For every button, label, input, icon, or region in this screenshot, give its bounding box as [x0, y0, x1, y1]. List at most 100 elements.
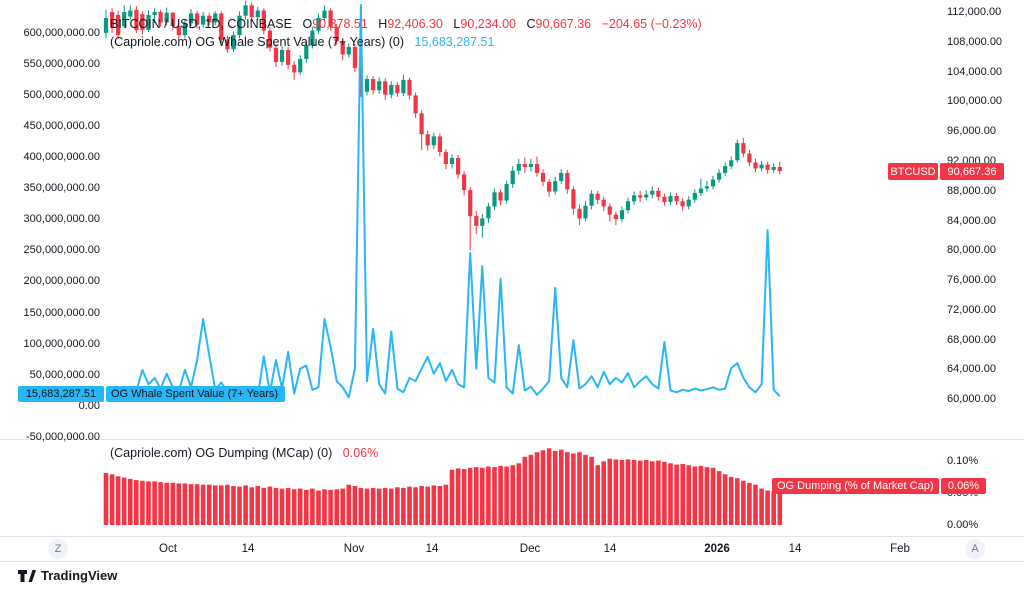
dumping-indicator-header[interactable]: (Capriole.com) OG Dumping (MCap) (0) 0.0…	[110, 446, 378, 460]
candle	[201, 15, 206, 25]
dumping-bar	[395, 487, 400, 525]
candle	[656, 190, 661, 197]
candle	[377, 81, 382, 91]
candle	[425, 134, 430, 146]
dumping-bar	[467, 467, 473, 525]
dumping-bar	[443, 484, 449, 525]
open-value: 90,878.51	[312, 17, 368, 31]
auto-scale-button[interactable]: A	[965, 539, 985, 559]
dumping-bar	[741, 480, 746, 525]
dumping-bar	[401, 487, 406, 525]
time-axis-label: Dec	[519, 543, 541, 555]
whale-series-label-badge[interactable]: OG Whale Spent Value (7+ Years)	[106, 386, 285, 402]
candle	[195, 13, 200, 25]
dumping-bar	[698, 465, 704, 525]
whale-indicator-title[interactable]: (Capriole.com) OG Whale Spent Value (7+ …	[110, 35, 404, 49]
dumping-bar	[704, 467, 710, 525]
candle	[389, 85, 394, 95]
candle	[188, 13, 194, 24]
symbol-header[interactable]: BITCOIN / USD, 1D, COINBASE O90,878.51 H…	[110, 17, 702, 31]
price-axis-tick: 88,000.00	[947, 185, 996, 197]
candle	[638, 195, 643, 198]
candle	[164, 12, 169, 23]
candle	[619, 210, 625, 220]
whale-indicator-header[interactable]: (Capriole.com) OG Whale Spent Value (7+ …	[110, 35, 494, 49]
dumping-indicator-title[interactable]: (Capriole.com) OG Dumping (MCap) (0)	[110, 446, 333, 460]
dumping-series-label-badge[interactable]: OG Dumping (% of Market Cap)	[772, 478, 939, 494]
candle	[704, 186, 709, 189]
dumping-bar	[710, 467, 716, 525]
dumping-bar	[285, 487, 291, 525]
dumping-bar	[565, 452, 570, 525]
candle	[152, 12, 157, 15]
candle	[158, 12, 163, 23]
dumping-bar	[322, 489, 327, 526]
dumping-bar	[619, 460, 625, 525]
candle	[401, 79, 406, 94]
whale-last-value-text: 15,683,287.51	[25, 388, 97, 400]
candle	[547, 181, 552, 192]
candle	[443, 152, 448, 164]
candle	[650, 190, 655, 195]
dumping-bar	[613, 459, 619, 525]
candle	[170, 12, 175, 27]
dumping-bar	[146, 481, 151, 525]
dumping-bar	[103, 473, 109, 525]
dumping-bar	[735, 478, 740, 525]
dumping-last-value-badge: 0.06%	[941, 478, 986, 494]
dumping-bar	[601, 461, 606, 525]
dumping-bar	[480, 467, 485, 525]
candle	[492, 192, 497, 207]
candle	[589, 193, 594, 206]
dumping-bar	[219, 485, 224, 525]
dumping-bar	[176, 483, 182, 525]
dumping-bar	[595, 465, 600, 525]
dumping-bar	[425, 486, 430, 525]
dumping-bar	[692, 466, 698, 525]
btcusd-symbol-badge: BTCUSD	[888, 163, 938, 180]
dumping-bar	[449, 469, 455, 526]
dumping-bar	[534, 452, 540, 525]
candle	[116, 15, 121, 36]
whale-axis-tick: 300,000,000.00	[23, 213, 100, 225]
candle	[735, 143, 740, 161]
whale-axis-tick: 400,000,000.00	[23, 151, 100, 163]
price-axis-tick: 96,000.00	[947, 125, 996, 137]
whale-axis-tick: 350,000,000.00	[23, 182, 100, 194]
dumping-bar	[455, 468, 461, 525]
dumping-bar	[243, 485, 248, 525]
candle	[279, 50, 285, 62]
whale-axis-tick: 250,000,000.00	[23, 244, 100, 256]
whale-spent-line-series	[105, 4, 781, 399]
dumping-bar	[552, 450, 558, 525]
tradingview-logo-icon	[18, 569, 36, 582]
low-label: L	[453, 17, 461, 31]
whale-axis-tick: 200,000,000.00	[23, 275, 100, 287]
dumping-last-value-text: 0.06%	[947, 480, 980, 492]
dumping-bar	[200, 484, 206, 525]
candle	[680, 201, 685, 207]
dumping-bar	[577, 452, 582, 525]
timezone-button[interactable]: Z	[48, 539, 68, 559]
high-label: H	[378, 17, 388, 31]
candle	[625, 201, 631, 211]
tradingview-logo[interactable]: TradingView	[18, 568, 117, 583]
dumping-bar	[656, 460, 661, 525]
time-axis-label: Oct	[159, 543, 177, 555]
candle	[498, 192, 503, 201]
candle	[316, 18, 321, 31]
candle	[456, 158, 461, 175]
dumping-bar	[382, 487, 388, 525]
btcusd-last-price-badge: 90,667.36	[940, 163, 1004, 180]
time-axis-label: 14	[788, 543, 802, 555]
candle	[540, 172, 546, 182]
dumping-bar	[152, 481, 157, 525]
pane-separator[interactable]	[0, 439, 1024, 440]
dumping-bar	[650, 461, 655, 525]
dumping-bar	[188, 484, 194, 525]
dumping-bar	[121, 477, 127, 525]
symbol-title[interactable]: BITCOIN / USD, 1D, COINBASE	[110, 17, 292, 31]
whale-axis-tick: 550,000,000.00	[23, 58, 100, 70]
